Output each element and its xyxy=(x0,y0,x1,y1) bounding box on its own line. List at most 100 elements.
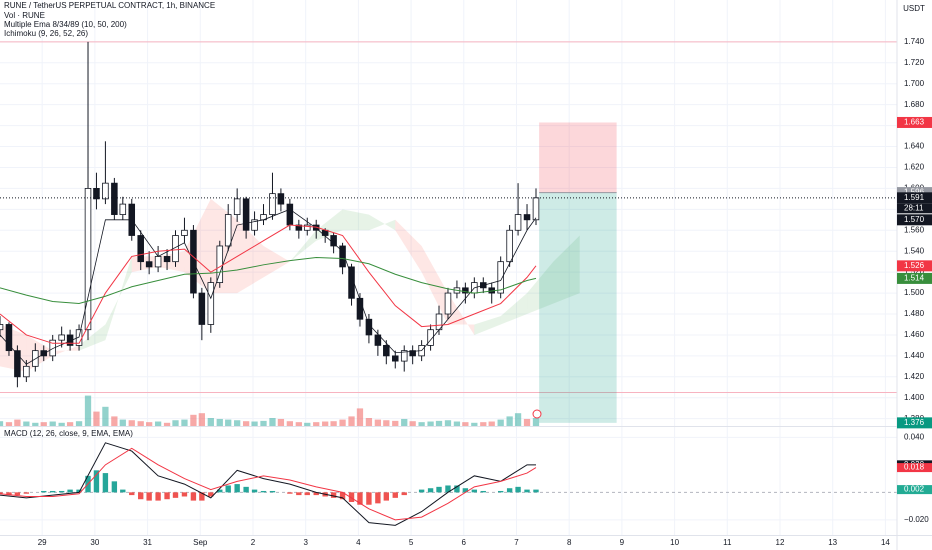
candle-body xyxy=(514,214,522,231)
candle-body xyxy=(14,350,21,378)
candle-body xyxy=(93,188,100,200)
macd-histogram-bar xyxy=(427,488,434,493)
volume-bar xyxy=(269,418,276,426)
macd-histogram-bar xyxy=(260,490,267,493)
event-icon[interactable] xyxy=(532,409,542,419)
macd-histogram-bar xyxy=(445,485,451,493)
macd-label: 0.002 xyxy=(904,485,925,494)
macd-histogram-bar xyxy=(50,490,56,493)
macd-histogram-bar xyxy=(454,485,460,493)
candle-body xyxy=(356,297,364,320)
ichimoku-cloud xyxy=(289,230,317,262)
macd-histogram-bar xyxy=(102,473,109,493)
price-label: 1.376 xyxy=(904,418,925,427)
macd-histogram-bar xyxy=(462,488,469,493)
macd-pane xyxy=(0,442,897,526)
price-label-bg xyxy=(897,192,932,204)
volume-bar xyxy=(225,419,232,426)
volume-bar xyxy=(242,421,250,426)
macd-histogram-bar xyxy=(217,489,223,493)
candle-body xyxy=(497,261,504,294)
y-tick-label: 1.520 xyxy=(904,267,925,276)
candle-body xyxy=(163,256,171,263)
ema-line xyxy=(0,256,537,305)
y-tick-label: 1.500 xyxy=(904,288,925,297)
volume-bar xyxy=(14,419,21,426)
price-label: 1.663 xyxy=(904,118,925,127)
y-tick-label: 1.480 xyxy=(904,309,925,318)
macd-histogram-bar xyxy=(129,492,135,496)
countdown: 28:11 xyxy=(904,203,924,212)
ichimoku-cloud xyxy=(553,235,580,304)
volume-bar xyxy=(111,416,118,426)
y-tick-label: 1.420 xyxy=(904,372,925,381)
volume-bar xyxy=(401,418,408,426)
y-tick-label: −0.020 xyxy=(904,515,929,524)
volume-bar xyxy=(172,420,179,426)
volume-bar xyxy=(313,422,320,426)
volume-bar xyxy=(365,418,373,426)
ema-line xyxy=(0,208,537,365)
macd-histogram-bar xyxy=(58,490,65,493)
candle-body xyxy=(277,193,285,205)
volume-bar xyxy=(207,418,214,426)
y-tick-label: 1.720 xyxy=(904,58,925,67)
volume-bar xyxy=(190,414,197,426)
volume-bar xyxy=(497,419,504,426)
volume-bar xyxy=(374,419,382,426)
volume-bar xyxy=(471,422,478,426)
candle-body xyxy=(462,287,469,294)
y-tick-label: 1.540 xyxy=(904,246,925,255)
candle-body xyxy=(295,224,303,231)
volume-bar xyxy=(163,422,171,426)
volume-bar xyxy=(93,411,100,426)
macd-histogram-bar xyxy=(480,490,486,493)
x-tick-label: 4 xyxy=(356,538,361,547)
macd-line xyxy=(0,442,536,526)
price-pane xyxy=(0,41,897,426)
x-tick-label: 14 xyxy=(881,538,890,547)
x-tick-label: 11 xyxy=(723,538,732,547)
candle-body xyxy=(233,198,241,215)
y-tick-label: 1.460 xyxy=(904,330,925,339)
candle-body xyxy=(286,203,294,226)
ichimoku-cloud xyxy=(447,293,475,335)
macd-histogram-bar xyxy=(401,492,407,496)
candle-body xyxy=(303,224,311,231)
volume-bar xyxy=(84,395,92,426)
volume-bar xyxy=(383,420,390,426)
volume-bar xyxy=(322,421,329,426)
volume-bar xyxy=(514,413,522,426)
volume-bar xyxy=(49,421,56,426)
candle-body xyxy=(49,339,56,357)
x-tick-label: 5 xyxy=(409,538,414,547)
macd-histogram-bar xyxy=(23,492,30,494)
candle-body xyxy=(145,261,153,268)
candle-body xyxy=(251,219,258,231)
y-tick-label: 1.440 xyxy=(904,351,925,360)
x-tick-label: 7 xyxy=(514,538,519,547)
y-tick-label: 0.040 xyxy=(904,432,925,441)
candle-body xyxy=(0,324,4,331)
candle-body xyxy=(348,266,355,299)
volume-bar xyxy=(146,422,153,426)
ichimoku-cloud xyxy=(527,261,554,315)
macd-histogram-bar xyxy=(348,492,355,502)
volume-bar xyxy=(392,420,399,426)
candle-body xyxy=(198,292,206,325)
macd-histogram-bar xyxy=(392,492,398,498)
y-tick-label: 1.640 xyxy=(904,142,925,151)
y-tick-label: 1.400 xyxy=(904,393,925,402)
macd-histogram-bar xyxy=(138,492,144,500)
macd-histogram-bar xyxy=(287,492,293,494)
ichimoku-cloud xyxy=(368,214,396,231)
x-tick-label: 29 xyxy=(38,538,47,547)
macd-histogram-bar xyxy=(155,492,161,501)
volume-bar xyxy=(216,418,223,426)
volume-bar xyxy=(453,421,461,426)
price-label-bg xyxy=(897,417,932,429)
macd-histogram-bar xyxy=(296,492,302,496)
x-tick-label: 13 xyxy=(828,538,837,547)
candle-body xyxy=(400,350,408,362)
